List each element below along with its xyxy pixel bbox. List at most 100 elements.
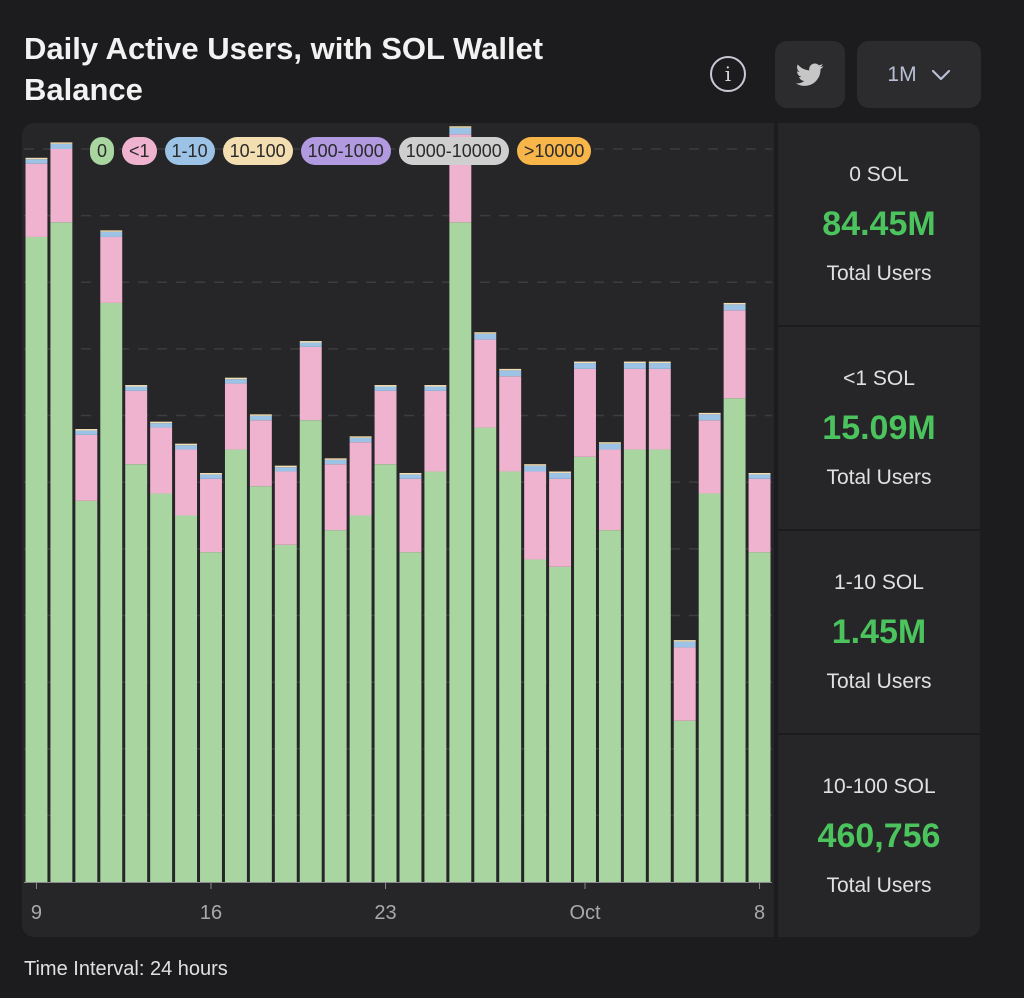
bar-segment[interactable] [274, 465, 297, 468]
bar-segment[interactable] [200, 474, 222, 479]
bar-segment[interactable] [424, 386, 447, 391]
bar-stack[interactable] [598, 442, 621, 882]
bar-segment[interactable] [100, 231, 123, 237]
bar-segment[interactable] [524, 559, 547, 882]
bar-stack[interactable] [748, 472, 771, 882]
bar-segment[interactable] [100, 302, 123, 882]
bar-stack[interactable] [100, 230, 123, 882]
bar-segment[interactable] [399, 552, 422, 882]
bar-stack[interactable] [673, 640, 696, 882]
bar-segment[interactable] [125, 464, 148, 882]
bar-segment[interactable] [574, 456, 596, 882]
bar-segment[interactable] [125, 390, 148, 465]
bar-segment[interactable] [374, 385, 397, 387]
legend-item[interactable]: 100-1000 [300, 137, 391, 165]
bar-segment[interactable] [299, 342, 322, 347]
bar-stack[interactable] [50, 142, 73, 883]
legend-item[interactable]: 1000-10000 [398, 137, 509, 165]
bar-segment[interactable] [150, 493, 173, 882]
bar-segment[interactable] [200, 472, 222, 475]
bar-segment[interactable] [499, 370, 522, 377]
bar-segment[interactable] [648, 361, 671, 364]
bar-segment[interactable] [698, 412, 721, 415]
bar-stack[interactable] [698, 412, 721, 882]
bar-stack[interactable] [648, 361, 671, 882]
bar-segment[interactable] [50, 143, 73, 149]
bar-segment[interactable] [399, 478, 422, 553]
bar-stack[interactable] [200, 472, 222, 882]
bar-segment[interactable] [25, 159, 48, 164]
bar-segment[interactable] [499, 376, 522, 472]
bar-segment[interactable] [549, 566, 572, 882]
bar-segment[interactable] [723, 398, 746, 882]
bar-stack[interactable] [549, 471, 572, 882]
bar-stack[interactable] [75, 429, 98, 882]
bar-segment[interactable] [200, 552, 222, 882]
bar-stack[interactable] [499, 368, 522, 882]
bar-segment[interactable] [224, 383, 247, 450]
bar-segment[interactable] [150, 423, 173, 428]
bar-segment[interactable] [474, 339, 497, 428]
bar-stack[interactable] [324, 458, 347, 882]
bar-segment[interactable] [224, 377, 247, 380]
bar-segment[interactable] [75, 429, 98, 431]
bar-segment[interactable] [598, 443, 621, 450]
bar-segment[interactable] [499, 471, 522, 882]
bar-segment[interactable] [274, 544, 297, 882]
bar-stack[interactable] [449, 126, 472, 883]
bar-segment[interactable] [100, 230, 123, 232]
bar-segment[interactable] [424, 390, 447, 472]
bar-segment[interactable] [449, 127, 472, 135]
bar-segment[interactable] [249, 415, 272, 421]
bar-segment[interactable] [598, 530, 621, 882]
bar-segment[interactable] [274, 467, 297, 472]
bar-segment[interactable] [125, 385, 148, 387]
bar-segment[interactable] [150, 427, 173, 494]
bar-segment[interactable] [474, 332, 497, 334]
twitter-share-button[interactable] [775, 41, 845, 108]
bar-segment[interactable] [324, 464, 347, 531]
bar-segment[interactable] [249, 414, 272, 416]
bar-segment[interactable] [474, 333, 497, 340]
bar-segment[interactable] [75, 430, 98, 435]
legend-item[interactable]: 0 [90, 137, 115, 165]
bar-segment[interactable] [324, 458, 347, 460]
bar-segment[interactable] [50, 222, 73, 883]
bar-segment[interactable] [175, 449, 198, 516]
bar-segment[interactable] [175, 445, 198, 450]
bar-segment[interactable] [623, 361, 646, 364]
bar-segment[interactable] [549, 478, 572, 567]
bar-segment[interactable] [125, 386, 148, 391]
bar-segment[interactable] [299, 341, 322, 343]
bar-segment[interactable] [424, 385, 447, 387]
bar-segment[interactable] [673, 640, 696, 642]
bar-segment[interactable] [25, 163, 48, 237]
legend-item[interactable]: 1-10 [164, 137, 215, 165]
bar-segment[interactable] [598, 449, 621, 531]
legend-item[interactable]: 10-100 [222, 137, 293, 165]
bar-segment[interactable] [50, 149, 73, 223]
bar-stack[interactable] [399, 472, 422, 882]
bar-segment[interactable] [574, 361, 596, 364]
bar-segment[interactable] [748, 474, 771, 479]
bar-segment[interactable] [698, 493, 721, 882]
bar-stack[interactable] [349, 436, 372, 883]
bar-stack[interactable] [524, 464, 547, 882]
bar-stack[interactable] [249, 414, 272, 882]
bar-segment[interactable] [349, 515, 372, 883]
bar-segment[interactable] [175, 443, 198, 446]
bar-segment[interactable] [50, 142, 73, 144]
bar-segment[interactable] [175, 515, 198, 883]
bar-segment[interactable] [524, 464, 547, 466]
bar-segment[interactable] [748, 478, 771, 553]
bar-segment[interactable] [673, 720, 696, 882]
bar-segment[interactable] [623, 449, 646, 882]
bar-segment[interactable] [474, 427, 497, 882]
legend-item[interactable]: >10000 [516, 137, 592, 165]
bar-segment[interactable] [524, 465, 547, 472]
bar-stack[interactable] [424, 385, 447, 882]
bar-stack[interactable] [125, 385, 148, 882]
bar-segment[interactable] [374, 464, 397, 882]
bar-segment[interactable] [549, 471, 572, 473]
bar-segment[interactable] [648, 449, 671, 882]
